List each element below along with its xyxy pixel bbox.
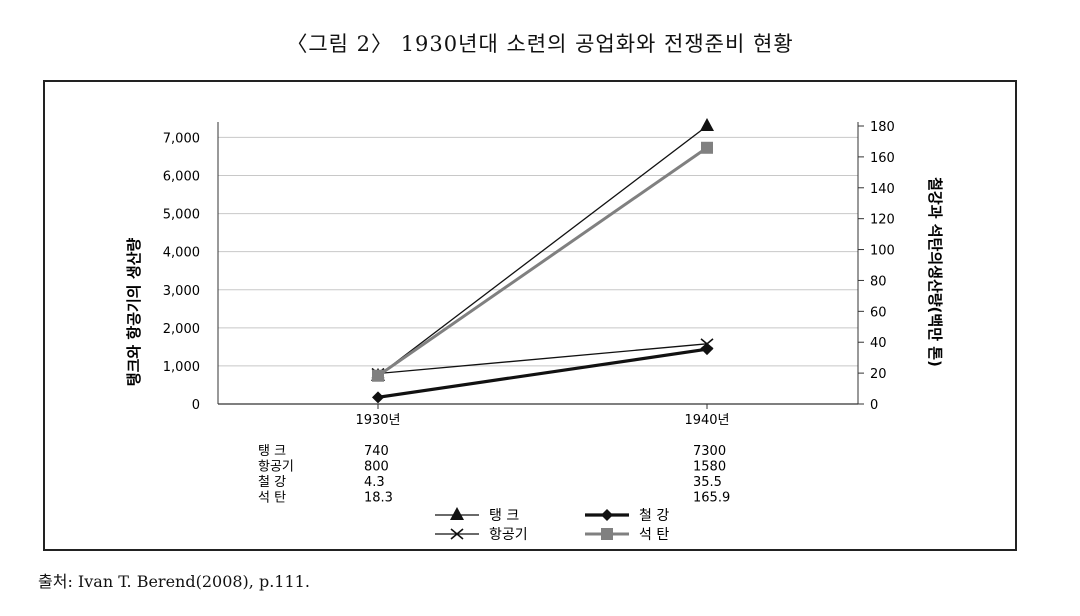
y2-tick-label: 180: [870, 120, 895, 135]
series-line: [377, 125, 708, 377]
gridlines: [218, 136, 858, 405]
series-lines: [377, 125, 708, 399]
dual-axis-line-chart: 0 1,000 2,000 3,000 4,000 5,000 6,000 7,000 0 20…: [125, 118, 944, 543]
y2-tick-label: 20: [870, 367, 887, 382]
marker-square: [701, 141, 713, 154]
y2-tick-label: 100: [870, 244, 895, 259]
chart-frame: 0 1,000 2,000 3,000 4,000 5,000 6,000 7,000 0 20…: [43, 80, 1017, 551]
figure-caption: 〈그림 2〉 1930년대 소련의 공업화와 전쟁준비 현황: [286, 32, 794, 56]
axes: [217, 122, 864, 409]
table-cell: 800: [364, 460, 389, 475]
y2-tick-labels: 0 20 40 60 80 100 120 140 160 180: [870, 120, 895, 413]
table-cell: 7300: [693, 444, 726, 459]
y-tick-label: 0: [192, 398, 200, 413]
marker-square: [601, 528, 613, 540]
series-line: [377, 347, 708, 399]
y-tick-label: 5,000: [163, 208, 200, 223]
table-cell: 35.5: [693, 475, 722, 490]
y2-tick-label: 40: [870, 336, 887, 351]
table-cell: 165.9: [693, 491, 730, 506]
table-row-name: 철 강: [258, 475, 286, 490]
y-tick-label: 2,000: [163, 322, 200, 337]
y-tick-label: 4,000: [163, 246, 200, 261]
series-markers: [371, 118, 714, 404]
marker-square: [372, 369, 384, 382]
y2-tick-label: 80: [870, 274, 887, 289]
y-axis-label: 탱크와 항공기의 생산량: [125, 238, 143, 387]
legend-label: 석 탄: [639, 527, 669, 543]
y-tick-label: 3,000: [163, 284, 200, 299]
series-line: [377, 146, 708, 377]
y2-tick-label: 140: [870, 182, 895, 197]
y2-tick-label: 120: [870, 213, 895, 228]
legend-label: 탱 크: [489, 508, 519, 524]
source-note: 출처: Ivan T. Berend(2008), p.111.: [38, 572, 310, 591]
y2-tick-label: 0: [870, 398, 878, 413]
y-tick-label: 1,000: [163, 360, 200, 375]
x-tick-label: 1940년: [684, 413, 729, 428]
marker-diamond: [701, 343, 713, 356]
marker-diamond: [372, 391, 384, 404]
y2-tick-label: 160: [870, 151, 895, 166]
table-cell: 1580: [693, 460, 726, 475]
y-tick-labels: 0 1,000 2,000 3,000 4,000 5,000 6,000 7,000: [163, 131, 200, 413]
legend-label: 철 강: [639, 508, 669, 524]
y2-axis-label: 철강과 석탄의생산량(백만 톤): [926, 177, 944, 367]
y2-tick-label: 60: [870, 305, 887, 320]
table-row-name: 석 탄: [258, 491, 286, 506]
legend-label: 항공기: [489, 527, 528, 543]
table-row-name: 항공기: [258, 460, 294, 475]
data-table: 탱 크 740 7300 항공기 800 1580 철 강 4.3 35.5 석 탄 18.3 165…: [258, 444, 730, 506]
table-cell: 4.3: [364, 475, 385, 490]
x-tick-label: 1930년: [355, 413, 400, 428]
x-tick-labels: 1930년 1940년: [355, 413, 729, 428]
table-cell: 18.3: [364, 491, 393, 506]
marker-triangle: [450, 507, 464, 520]
y-tick-label: 6,000: [163, 170, 200, 185]
marker-x: [450, 528, 464, 540]
marker-triangle: [700, 118, 714, 131]
y-tick-label: 7,000: [163, 131, 200, 146]
series-line: [377, 343, 708, 375]
table-cell: 740: [364, 444, 389, 459]
table-row-name: 탱 크: [258, 444, 286, 459]
marker-diamond: [601, 509, 613, 521]
